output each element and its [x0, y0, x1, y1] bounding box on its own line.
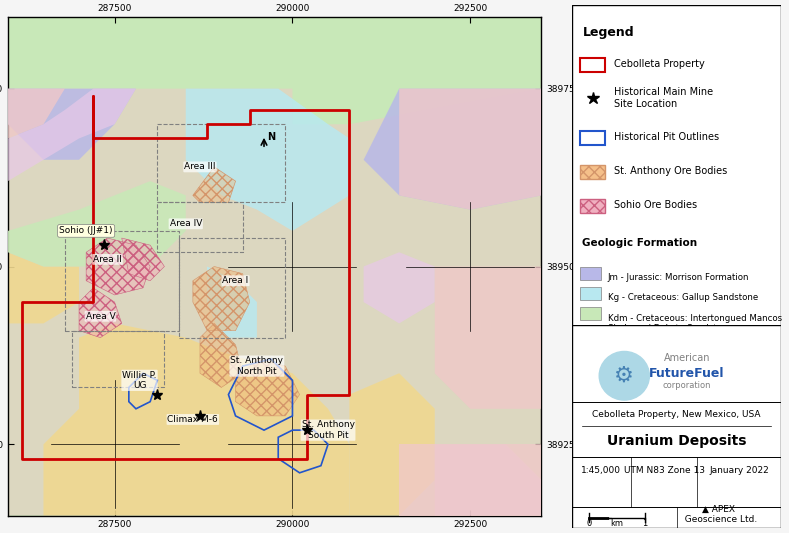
- Polygon shape: [86, 238, 150, 295]
- Bar: [581, 287, 601, 300]
- Polygon shape: [8, 88, 65, 139]
- Polygon shape: [364, 88, 541, 209]
- Polygon shape: [8, 88, 136, 160]
- Bar: [581, 307, 601, 320]
- Text: Kdm - Cretaceous: Intertongued Mancos
Shale and Dakota Sandstone: Kdm - Cretaceous: Intertongued Mancos Sh…: [608, 313, 782, 333]
- Polygon shape: [207, 266, 257, 337]
- Text: N: N: [267, 132, 275, 142]
- Polygon shape: [435, 445, 541, 515]
- Bar: [581, 341, 601, 353]
- Text: Historical Main Mine
Site Location: Historical Main Mine Site Location: [614, 87, 713, 109]
- Text: Geologic Formation: Geologic Formation: [582, 238, 697, 248]
- Polygon shape: [79, 288, 122, 337]
- Text: Cebolleta Property: Cebolleta Property: [614, 59, 705, 69]
- Polygon shape: [193, 266, 250, 330]
- Text: Kg - Cretaceous: Gallup Sandstone: Kg - Cretaceous: Gallup Sandstone: [608, 293, 757, 302]
- Bar: [581, 131, 605, 146]
- Polygon shape: [200, 324, 243, 387]
- Polygon shape: [350, 373, 435, 515]
- Polygon shape: [8, 88, 136, 181]
- Polygon shape: [43, 324, 350, 515]
- Text: Uranium Deposits: Uranium Deposits: [607, 433, 746, 448]
- Polygon shape: [8, 252, 79, 324]
- Text: January 2022: January 2022: [709, 466, 769, 475]
- Bar: [581, 266, 601, 279]
- Text: Area I: Area I: [222, 276, 249, 285]
- Text: American: American: [664, 352, 710, 362]
- Text: Area III: Area III: [184, 163, 215, 172]
- Bar: [581, 58, 605, 72]
- Text: Climax M-6: Climax M-6: [167, 415, 219, 424]
- Polygon shape: [185, 88, 350, 231]
- Circle shape: [599, 351, 649, 400]
- Text: ⚙: ⚙: [615, 366, 634, 386]
- Bar: [581, 374, 601, 386]
- Bar: [581, 165, 605, 179]
- Text: ▲ APEX
  Geoscience Ltd.: ▲ APEX Geoscience Ltd.: [679, 505, 757, 524]
- Bar: [65, 231, 178, 330]
- Text: Historical Pit Outlines: Historical Pit Outlines: [614, 132, 719, 142]
- Text: Area II: Area II: [93, 255, 122, 264]
- Bar: [581, 199, 605, 213]
- Text: corporation: corporation: [663, 382, 711, 390]
- Text: Sohio (JJ#1): Sohio (JJ#1): [59, 227, 113, 236]
- Polygon shape: [364, 252, 435, 324]
- Bar: [157, 203, 243, 252]
- Bar: [178, 238, 286, 337]
- Polygon shape: [122, 238, 164, 281]
- Text: 1:45,000: 1:45,000: [581, 466, 621, 475]
- Bar: [157, 124, 286, 203]
- Text: Sohio Ore Bodies: Sohio Ore Bodies: [614, 200, 697, 210]
- Text: Ql - Quaternary: Landslide Deposits and
Colluvium (Holocene to Pleistocene): Ql - Quaternary: Landslide Deposits and …: [608, 400, 780, 419]
- Text: 0: 0: [586, 519, 592, 528]
- Text: FutureFuel: FutureFuel: [649, 367, 725, 380]
- Text: Legend: Legend: [582, 26, 634, 39]
- Polygon shape: [193, 167, 236, 203]
- Text: St. Anthony
North Pit: St. Anthony North Pit: [230, 357, 283, 376]
- Text: St. Anthony
South Pit: St. Anthony South Pit: [301, 421, 354, 440]
- Text: km: km: [611, 519, 623, 528]
- Text: Cebolleta Property, New Mexico, USA: Cebolleta Property, New Mexico, USA: [593, 410, 761, 419]
- Text: Area V: Area V: [85, 312, 115, 321]
- Polygon shape: [8, 181, 185, 266]
- Polygon shape: [399, 445, 541, 515]
- Polygon shape: [399, 88, 541, 209]
- Polygon shape: [435, 266, 541, 409]
- Text: Jm - Jurassic: Morrison Formation: Jm - Jurassic: Morrison Formation: [608, 273, 749, 282]
- Text: UTM N83 Zone 13: UTM N83 Zone 13: [623, 466, 705, 475]
- Text: Qa - Quaternary: Alluvium: Qa - Quaternary: Alluvium: [608, 379, 720, 389]
- Text: St. Anthony Ore Bodies: St. Anthony Ore Bodies: [614, 166, 727, 176]
- Polygon shape: [236, 359, 300, 416]
- Text: Willie P.
UG: Willie P. UG: [122, 370, 157, 390]
- Text: 1: 1: [642, 519, 648, 528]
- Text: Kml - Cretaceous: Mancos Shale (lower
part): Kml - Cretaceous: Mancos Shale (lower pa…: [608, 346, 776, 366]
- Bar: [72, 330, 164, 387]
- Polygon shape: [8, 88, 541, 515]
- Bar: [581, 394, 601, 407]
- Text: Area IV: Area IV: [170, 219, 202, 228]
